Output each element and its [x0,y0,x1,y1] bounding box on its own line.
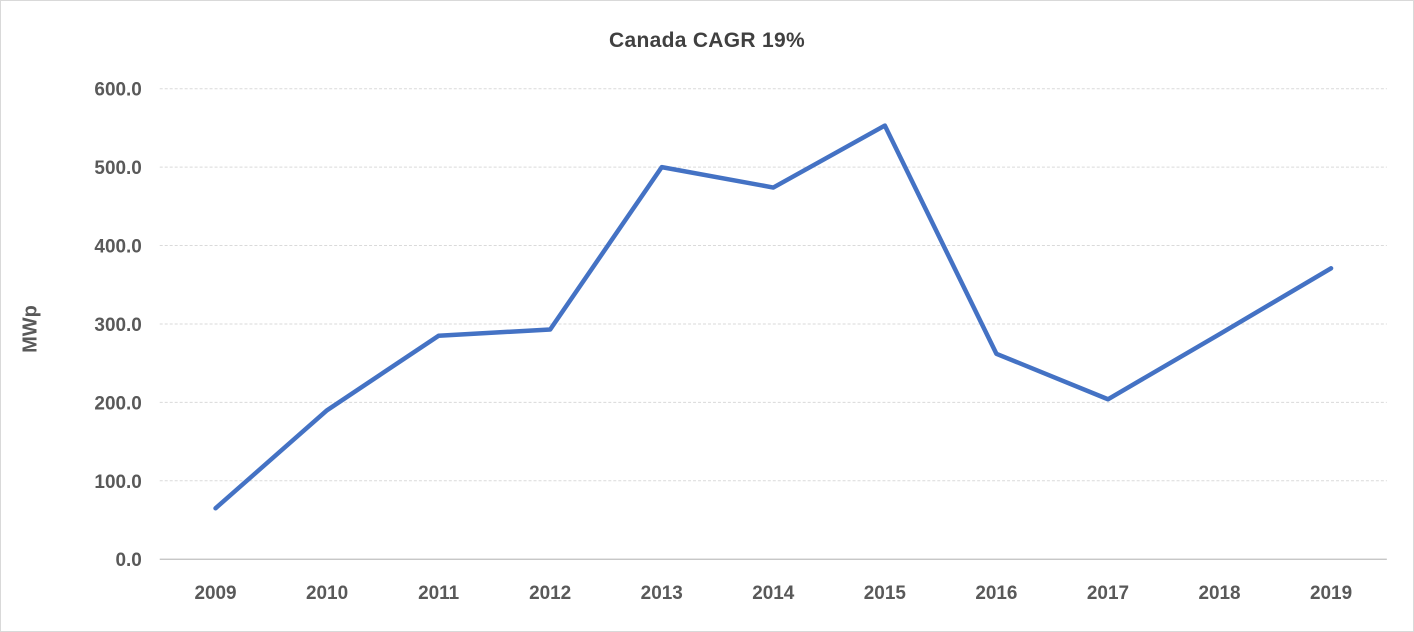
x-axis-tick-label: 2019 [1310,583,1352,604]
y-axis-tick-label: 400.0 [94,237,141,258]
x-axis-tick-label: 2018 [1198,583,1240,604]
x-axis-tick-label: 2017 [1087,583,1129,604]
x-axis-tick-label: 2016 [975,583,1017,604]
y-axis-tick-label: 100.0 [94,472,141,493]
x-axis-tick-label: 2011 [418,583,459,604]
x-axis-tick-label: 2009 [194,583,236,604]
x-axis-tick-label: 2013 [641,583,683,604]
y-axis-tick-label: 200.0 [94,393,141,414]
data-series-line [213,123,1334,511]
chart-title: Canada CAGR 19% [609,29,805,52]
y-axis-tick-label: 300.0 [94,315,141,336]
x-axis-tick-label: 2010 [306,583,348,604]
y-axis-tick-label: 600.0 [94,80,141,101]
x-axis-tick-label: 2014 [752,583,795,604]
x-axis-tick-label: 2012 [529,583,571,604]
x-axis-tick-label: 2015 [864,583,906,604]
y-axis-tick-label: 0.0 [115,550,141,571]
y-axis-tick-label: 500.0 [94,158,141,179]
